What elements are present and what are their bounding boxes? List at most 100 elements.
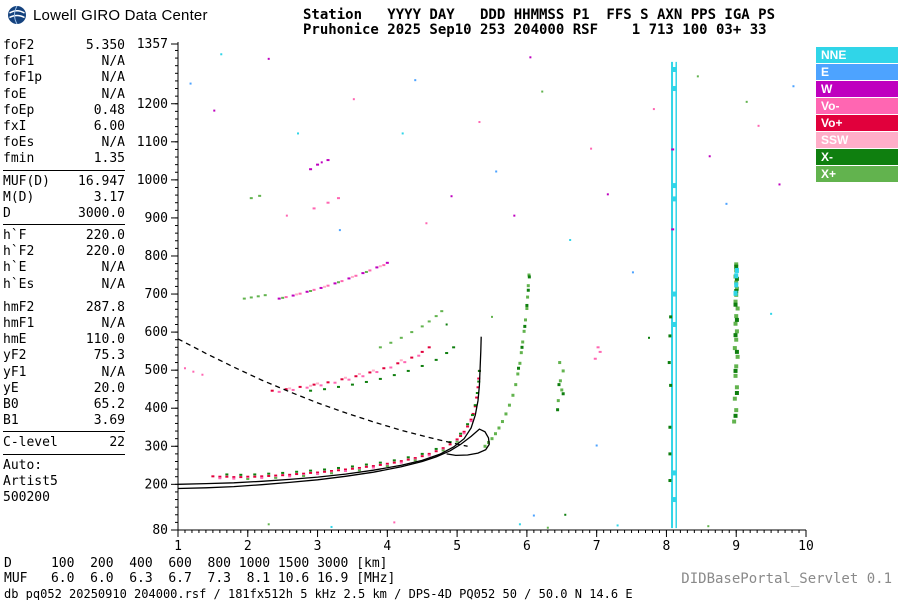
- station-header-line2: Pruhonice 2025 Sep10 253 204000 RSF 1 71…: [303, 22, 767, 38]
- param-label: yE: [3, 380, 19, 396]
- param-value: 5.350: [85, 38, 125, 53]
- series-noise-green: [267, 75, 748, 529]
- servlet-version-label: DIDBasePortal_Servlet 0.1: [681, 571, 892, 587]
- legend-item-w: W: [816, 81, 898, 97]
- x-axis-ticks: 1 2 3 4 5 6 7 8 9 10: [174, 530, 814, 554]
- curve-transmission-curve: [177, 338, 468, 447]
- series-f-trace-o-1st: [211, 369, 481, 479]
- param-row-hes: h`Es N/A: [3, 277, 125, 293]
- legend-item-nne: NNE: [816, 47, 898, 63]
- x-tick-label: 9: [732, 539, 740, 554]
- curve-true-height-profile: [177, 336, 482, 485]
- series-second-order-x: [309, 346, 456, 392]
- interference-line: [675, 61, 677, 529]
- legend-item-ssw: SSW: [816, 132, 898, 148]
- y-tick-label: 900: [145, 211, 168, 226]
- param-value: 110.0: [85, 332, 125, 348]
- series-cluster-7p0-pink: [593, 346, 602, 360]
- param-row-he: h`E N/A: [3, 260, 125, 276]
- param-row-hmf1: hmF1 N/A: [3, 316, 125, 332]
- param-value: 0.48: [93, 102, 125, 118]
- legend-item-vo: Vo-: [816, 98, 898, 114]
- series-second-order-o-b: [277, 354, 421, 393]
- x-tick-label: 2: [244, 539, 252, 554]
- param-label: B0: [3, 396, 19, 412]
- param-label: yF1: [3, 364, 27, 380]
- series-noise-cyan: [220, 53, 773, 528]
- param-label: foEs: [3, 135, 35, 151]
- param-row-yf2: yF2 75.3: [3, 348, 125, 364]
- echo-type-legend: NNE E W Vo- Vo+ SSW X- X+: [816, 47, 898, 183]
- y-tick-label: 200: [145, 477, 168, 492]
- y-tick-label: 500: [145, 363, 168, 378]
- param-value: N/A: [101, 54, 125, 70]
- param-row-b1: B1 3.69: [3, 413, 125, 429]
- param-row-foep: foEp 0.48: [3, 103, 125, 119]
- series-third-order-green: [242, 270, 368, 300]
- param-value: N/A: [101, 316, 125, 331]
- param-value: N/A: [101, 276, 125, 292]
- y-tick-label: 700: [145, 287, 168, 302]
- x-tick-label: 4: [383, 539, 391, 554]
- y-tick-label: 1100: [137, 135, 168, 150]
- param-label: foE: [3, 86, 27, 102]
- series-f-trace-o-1st-b: [218, 420, 473, 480]
- autoscale-info-line: Artist5: [3, 473, 58, 489]
- interference-line: [671, 61, 674, 529]
- curve-hprime-trace-fit: [177, 428, 490, 490]
- muf-row: MUF 6.0 6.0 6.3 6.7 7.3 8.1 10.6 16.9 [M…: [4, 571, 396, 586]
- y-tick-label: 80: [152, 523, 168, 538]
- y-tick-label: 1357: [137, 37, 168, 52]
- param-divider: [3, 224, 125, 226]
- lowell-giro-logo-icon: [8, 5, 26, 25]
- autoscale-info-line: 500200: [3, 489, 50, 505]
- param-row-hf: h`F 220.0: [3, 228, 125, 244]
- param-value: 20.0: [93, 380, 125, 396]
- series-multi-order-w: [309, 159, 330, 171]
- series-cluster-6p5-dark: [556, 383, 565, 412]
- series-x-trace-steep: [483, 273, 531, 448]
- param-value: N/A: [101, 364, 125, 380]
- param-label: hmF1: [3, 316, 35, 331]
- param-row-ye: yE 20.0: [3, 381, 125, 397]
- y-tick-label: 300: [145, 439, 168, 454]
- series-second-order-ssw: [288, 359, 403, 390]
- param-value: 1.35: [93, 151, 125, 167]
- param-label: hmE: [3, 332, 27, 348]
- series-noise-e: [189, 79, 795, 517]
- param-label: foF1p: [3, 70, 43, 86]
- series-multi-order-pink: [312, 197, 340, 210]
- param-row-yf1: yF1 N/A: [3, 365, 125, 381]
- param-value: N/A: [101, 135, 125, 151]
- param-row-clevel: C-level 22: [3, 435, 125, 451]
- series-noise-dark: [445, 323, 650, 516]
- param-label: M(D): [3, 189, 35, 205]
- param-value: 220.0: [85, 228, 125, 244]
- series-rfi-8-green: [667, 315, 673, 483]
- series-cluster-6p5-green: [556, 361, 565, 403]
- param-value: N/A: [101, 260, 125, 276]
- param-value: 3.69: [93, 413, 125, 429]
- param-row-fxi: fxI 6.00: [3, 119, 125, 135]
- param-label: B1: [3, 413, 19, 429]
- param-value: 65.2: [93, 396, 125, 412]
- param-label: fmin: [3, 151, 35, 167]
- param-value: 6.00: [93, 118, 125, 134]
- axes: [177, 42, 806, 531]
- param-row-foes: foEs N/A: [3, 135, 125, 151]
- param-row-fmin: fmin 1.35: [3, 151, 125, 167]
- y-tick-label: 1200: [137, 97, 168, 112]
- series-rfi-8-cyan-blobs: [672, 66, 677, 503]
- param-row-hmf2: hmF2 287.8: [3, 300, 125, 316]
- param-label: h`Es: [3, 276, 35, 292]
- param-row-d: D 3000.0: [3, 206, 125, 222]
- series-multi-order-green-pair: [249, 194, 262, 200]
- app-title: Lowell GIRO Data Center: [33, 6, 208, 24]
- x-tick-label: 5: [453, 539, 461, 554]
- distance-row: D 100 200 400 600 800 1000 1500 3000 [km…: [4, 556, 388, 571]
- param-row-mufd: MUF(D) 16.947: [3, 174, 125, 190]
- param-row-fof1: foF1 N/A: [3, 54, 125, 70]
- y-axis-ticks: 80 200 300 400 500 600 700 800 900 1000 1100 1200 13…: [137, 37, 178, 538]
- x-tick-label: 3: [314, 539, 322, 554]
